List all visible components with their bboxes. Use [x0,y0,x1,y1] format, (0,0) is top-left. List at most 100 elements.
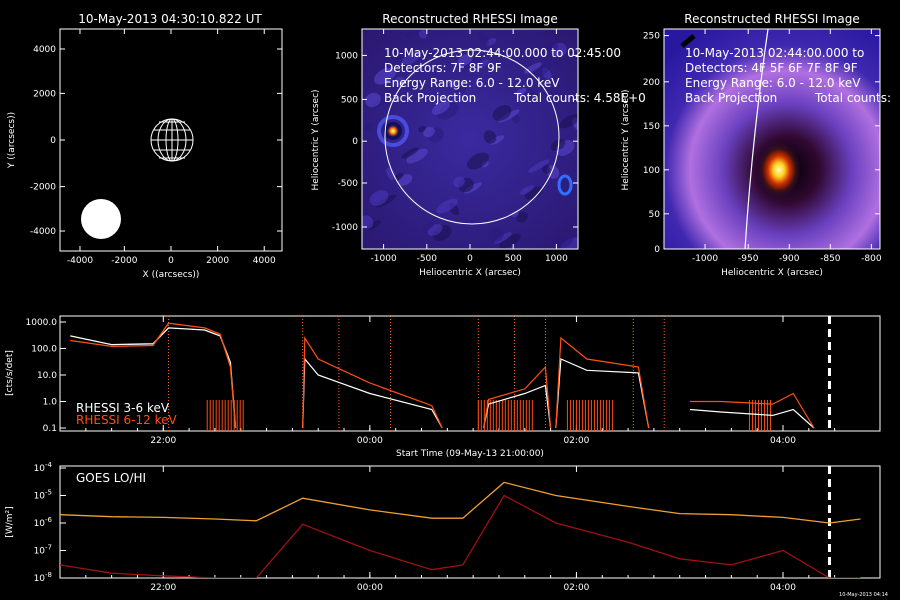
info-line: 10-May-2013 02:44:00.000 to 02:45:00 [384,46,621,60]
panel-1-ylabel: Y ((arcsecs)) [7,112,17,169]
x-tick-label: 0 [467,254,473,264]
ripple-blob [559,113,578,129]
flare-curve [555,358,650,429]
series-line [70,327,237,429]
series-line [60,481,861,524]
x-tick-label: 2000 [206,256,229,266]
y-tick-label: -4000 [30,227,56,237]
x-tick-label: 22:00 [150,436,176,446]
ripple-blob [453,176,465,188]
x-tick-label: -800 [861,254,882,264]
occulter-disk [81,199,121,239]
ripple-blob [483,130,497,144]
sun-grid-globe [150,118,194,162]
ripple-blob [418,125,426,133]
y-tick-label: 0 [50,136,56,146]
panel-5-ylabel: [W/m²] [5,506,15,537]
attenuator-bands [206,400,771,431]
ripple-blob [406,148,428,164]
x-tick-label: 04:00 [770,583,796,593]
ripple-blob [511,114,521,124]
y-tick-label: 10-4 [34,461,53,474]
info-line: Energy Range: 6.0 - 12.0 keV [384,76,560,90]
y-tick-label: 10-8 [34,571,52,584]
ripple-blob [541,164,551,174]
y-tick-label: 250 [643,32,660,42]
ripple-blob [365,92,381,108]
panel-2-title: Reconstructed RHESSI Image [382,12,557,26]
x-tick-label: -4000 [67,256,93,266]
solar-limb [384,49,560,225]
y-tick-label: 0.1 [43,424,57,434]
info-line: Detectors: 4F 5F 6F 7F 8F 9F [685,61,858,75]
y-tick-label: 0 [352,137,358,147]
ripple-blob [422,223,434,231]
y-tick-label: 1000.0 [26,318,58,328]
y-tick-label: -1000 [332,223,358,233]
panel-4-frame [59,315,881,432]
ripple-blob [423,126,435,138]
y-tick-label: 10.0 [37,371,57,381]
ripple-blob [554,236,574,249]
series-line [60,494,861,578]
info-line: Back Projection [384,91,476,105]
ripple-blob [401,51,421,65]
panel-3-image-bg [664,29,880,249]
solar-limb-arc [744,29,769,249]
info-line: Back Projection [685,91,777,105]
info-line: Total counts: 4.58E+0 [513,91,646,105]
footer-stamp: 10-May-2013 04:14 [839,592,888,598]
info-line: 10-May-2013 02:44:00.000 to [685,46,864,60]
panel-4-ylabel: [cts/s/det] [5,350,15,396]
panel-3-frame [663,28,881,250]
legend-entry: RHESSI 3-6 keV [76,401,170,415]
info-line: Detectors: 7F 8F 9F [384,61,502,75]
panel-5-frame [59,465,881,579]
y-tick-label: 100.0 [31,345,57,355]
ripple-blob [362,123,374,131]
x-tick-label: -500 [417,254,438,264]
flare-curve [302,357,443,429]
panel-1-title: 10-May-2013 04:30:10.822 UT [78,12,262,26]
flare-curve [690,392,815,429]
ripple-blob [448,79,458,89]
y-tick-label: 2000 [33,89,56,99]
panel-4-rhessi-lightcurve: 22:00 00:00 02:00 04:00 1000.0 100.0 10.0 1.0 0.… [5,315,881,459]
ripple-blob [386,167,396,181]
ripple-blob [516,211,528,223]
y-tick-label: 500 [341,95,358,105]
y-tick-label: 10-6 [34,516,53,529]
ripple-blob [515,88,527,96]
ripple-blob [519,185,535,195]
x-tick-label: 22:00 [150,583,176,593]
panel-5-series [60,481,861,578]
ripple-blob [529,63,551,79]
y-tick-label: 10-7 [34,544,52,557]
ripple-blob [511,210,519,218]
y-tick-label: -2000 [30,183,56,193]
ripple-blob [369,190,389,206]
y-tick-label: 1000 [335,51,358,61]
x-tick-label: -900 [779,254,800,264]
y-tick-label: 200 [643,78,660,88]
x-tick-label: 00:00 [357,436,383,446]
ripple-blob [479,32,489,46]
panel-2-info: 10-May-2013 02:44:00.000 to 02:45:00Dete… [384,46,646,105]
panel-4-xlabel: Start Time (09-May-13 21:00:00) [396,449,544,459]
legend-entry: RHESSI 6-12 keV [76,413,177,427]
x-tick-label: -850 [820,254,841,264]
ripple-blob [488,227,504,243]
info-line: Energy Range: 6.0 - 12.0 keV [685,76,861,90]
ripple-blob [431,101,451,115]
y-tick-label: 4000 [33,45,56,55]
ripple-blob [499,233,521,249]
ripple-blob [362,29,366,33]
flare-curve [555,336,650,429]
flare-curve [482,365,552,429]
series-line [70,322,237,429]
y-tick-label: 1.0 [43,398,58,408]
panel-2-xlabel: Heliocentric X (arcsec) [419,268,521,278]
